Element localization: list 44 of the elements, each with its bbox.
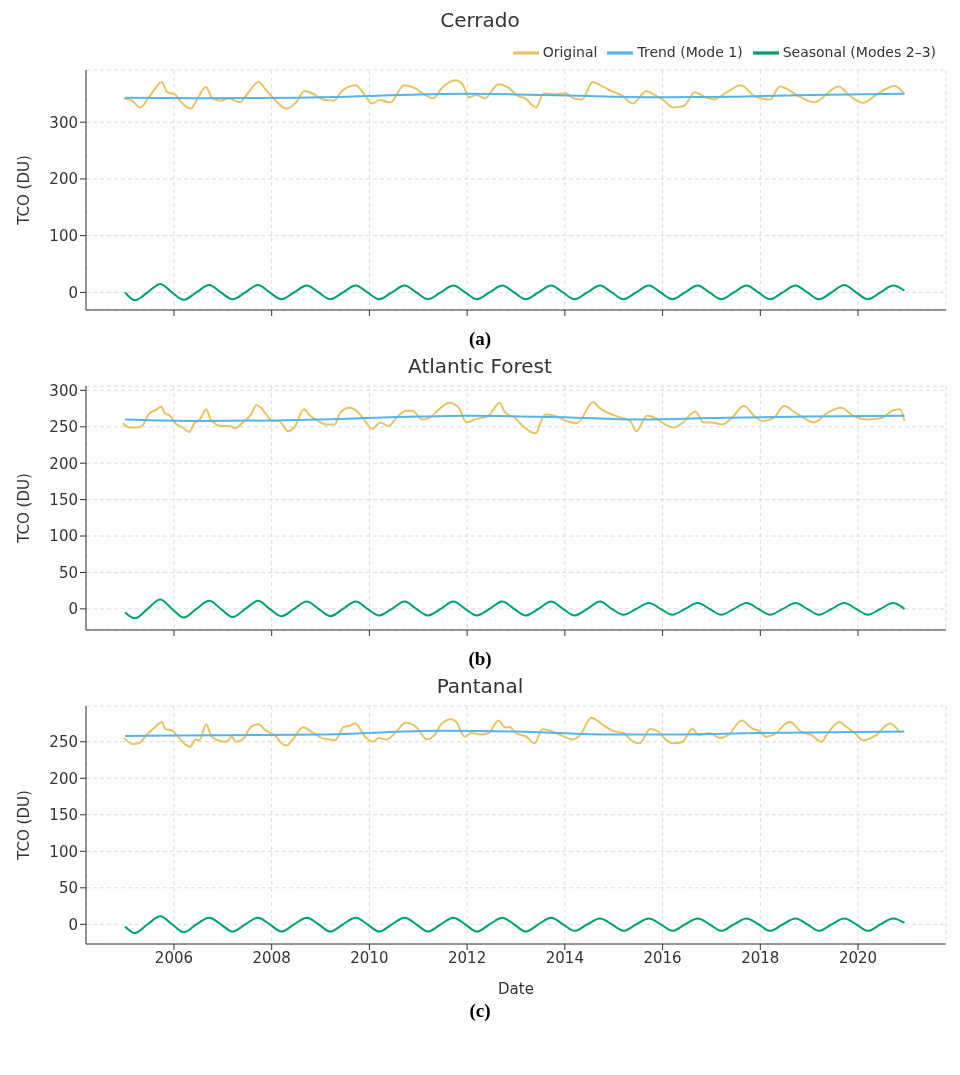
x-axis-title: Date [498, 980, 534, 998]
y-tick-label: 0 [68, 600, 78, 619]
line-series [123, 716, 902, 748]
y-tick-label: 0 [68, 915, 78, 934]
x-tick-label: 2006 [154, 948, 194, 967]
y-tick-label: 200 [49, 769, 78, 788]
x-tick-label: 2014 [545, 948, 584, 967]
text: (b) [467, 648, 493, 671]
y-tick-label: 50 [58, 879, 78, 898]
y-axis-title: TCO (DU) [15, 155, 34, 226]
x-tick-label: 2012 [448, 948, 487, 967]
y-tick-label: 250 [49, 418, 78, 437]
y-tick-label: 50 [58, 563, 78, 582]
y-tick-label: 100 [49, 227, 78, 245]
y-axis-title: TCO (DU) [15, 473, 34, 544]
y-tick-label: 200 [49, 454, 78, 473]
x-tick-label: 2010 [350, 948, 389, 967]
line-series [124, 282, 906, 302]
x-tick-label: 2008 [252, 948, 291, 967]
legend-label: Seasonal (Modes 2–3) [782, 44, 936, 60]
y-tick-label: 0 [68, 283, 78, 302]
x-tick-label: 2018 [741, 948, 780, 967]
line-series [124, 598, 906, 620]
y-tick-label: 150 [49, 806, 78, 825]
line-series [121, 401, 906, 435]
text: (a) [467, 328, 493, 351]
y-tick-label: 100 [49, 842, 78, 861]
y-tick-label: 150 [49, 490, 78, 509]
chart-title: Pantanal [435, 674, 525, 700]
legend-label: Trend (Mode 1) [637, 44, 743, 60]
line-series [124, 915, 906, 935]
y-tick-label: 100 [49, 527, 78, 546]
legend-label: Original [542, 44, 598, 60]
y-tick-label: 200 [49, 170, 78, 189]
y-tick-label: 250 [49, 733, 78, 752]
y-tick-label: 300 [49, 381, 78, 400]
y-axis-title: TCO (DU) [15, 790, 34, 861]
text: (c) [468, 1000, 492, 1023]
chart-title: Cerrado [439, 8, 521, 34]
line-series [122, 79, 906, 110]
chart-title: Atlantic Forest [407, 354, 553, 380]
x-tick-label: 2016 [643, 948, 682, 967]
y-tick-label: 300 [49, 113, 78, 132]
x-tick-label: 2020 [838, 948, 878, 967]
